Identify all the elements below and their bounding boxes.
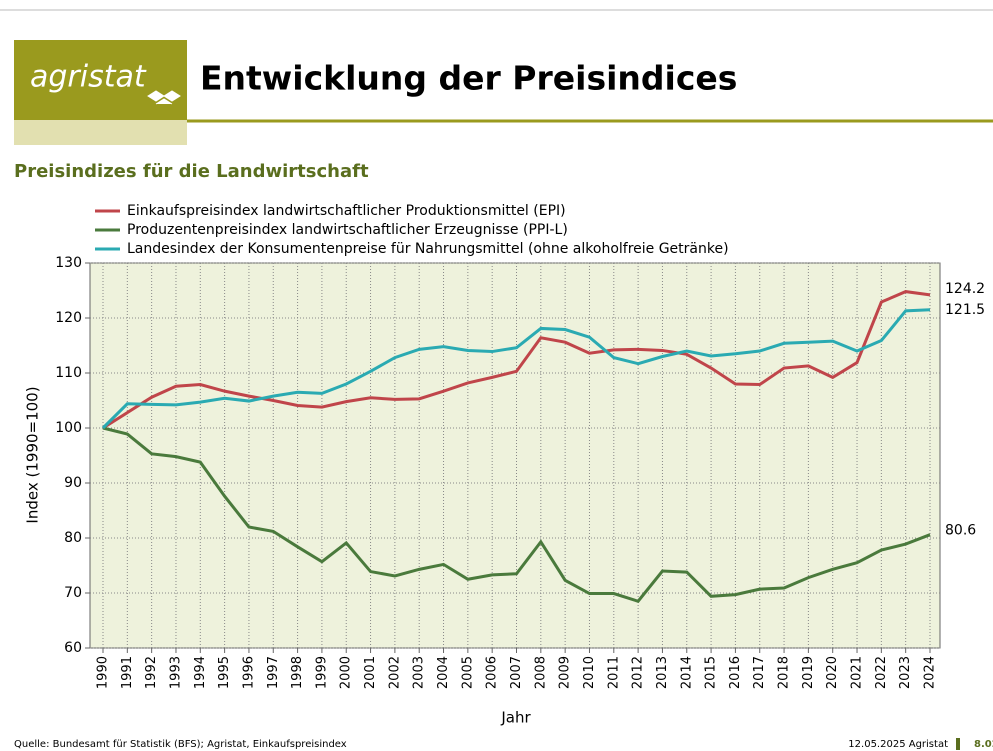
x-tick-label: 2010 (582, 656, 597, 689)
end-value-label: 80.6 (945, 523, 976, 539)
x-tick-label: 2003 (412, 656, 427, 689)
plot-area (89, 262, 941, 649)
footer-bar (956, 738, 960, 750)
logo-icon (147, 90, 181, 105)
x-tick-label: 2002 (387, 656, 402, 689)
page-title: Entwicklung der Preisindices (200, 59, 737, 98)
legend-label: Landesindex der Konsumentenpreise für Na… (127, 241, 729, 257)
x-tick-label: 1997 (266, 656, 281, 689)
x-tick-label: 2024 (923, 656, 938, 689)
y-tick-label: 100 (55, 420, 82, 436)
x-tick-label: 2001 (363, 656, 378, 689)
x-tick-label: 2018 (777, 656, 792, 689)
x-tick-label: 2006 (485, 656, 500, 689)
logo-band (14, 120, 187, 145)
x-tick-label: 1996 (241, 656, 256, 689)
x-tick-label: 2013 (655, 656, 670, 689)
chart-title: Preisindizes für die Landwirtschaft (14, 161, 369, 182)
x-tick-label: 2005 (460, 656, 475, 689)
date: 12.05.2025 Agristat (848, 739, 948, 750)
y-tick-label: 70 (64, 585, 82, 601)
x-tick-label: 1994 (193, 656, 208, 689)
x-tick-label: 2011 (606, 656, 621, 689)
x-tick-label: 2019 (801, 656, 816, 689)
line-series (101, 308, 931, 430)
y-tick-label: 80 (64, 530, 82, 546)
x-tick-label: 1999 (314, 656, 329, 689)
x-tick-label: 2015 (704, 656, 719, 689)
line-series (102, 426, 931, 603)
x-tick-label: 1993 (168, 656, 183, 689)
x-axis-label: Jahr (500, 709, 531, 727)
y-tick-label: 90 (64, 475, 82, 491)
x-tick-label: 2022 (874, 656, 889, 689)
y-tick-label: 120 (55, 310, 82, 326)
y-tick-label: 130 (55, 255, 82, 271)
x-tick-label: 2000 (339, 656, 354, 689)
y-axis-label: Index (1990=100) (24, 386, 42, 523)
x-tick-label: 2008 (533, 656, 548, 689)
y-tick-label: 60 (64, 640, 82, 656)
x-tick-label: 2009 (558, 656, 573, 689)
x-tick-label: 1998 (290, 656, 305, 689)
x-tick-label: 2020 (825, 656, 840, 689)
end-value-label: 121.5 (945, 302, 985, 318)
x-tick-label: 2007 (509, 656, 524, 689)
x-tick-label: 1990 (96, 656, 111, 689)
page-number: 8.02 (974, 739, 993, 750)
legend-label: Produzentenpreisindex landwirtschaftlich… (127, 222, 568, 238)
x-tick-label: 1995 (217, 656, 232, 689)
source: Quelle: Bundesamt für Statistik (BFS); A… (14, 739, 347, 750)
y-tick-label: 110 (55, 365, 82, 381)
x-tick-label: 1991 (120, 656, 135, 689)
x-tick-label: 2016 (728, 656, 743, 689)
x-tick-label: 1992 (144, 656, 159, 689)
line-series (102, 290, 931, 430)
logo-text: agristat (30, 60, 147, 95)
x-tick-label: 2014 (679, 656, 694, 689)
x-tick-label: 2017 (752, 656, 767, 689)
x-tick-label: 2012 (631, 656, 646, 689)
end-value-label: 124.2 (945, 281, 985, 297)
logo-box (14, 40, 187, 120)
x-tick-label: 2023 (898, 656, 913, 689)
x-tick-label: 2021 (850, 656, 865, 689)
legend-label: Einkaufspreisindex landwirtschaftlicher … (127, 203, 566, 219)
x-tick-label: 2004 (436, 656, 451, 689)
